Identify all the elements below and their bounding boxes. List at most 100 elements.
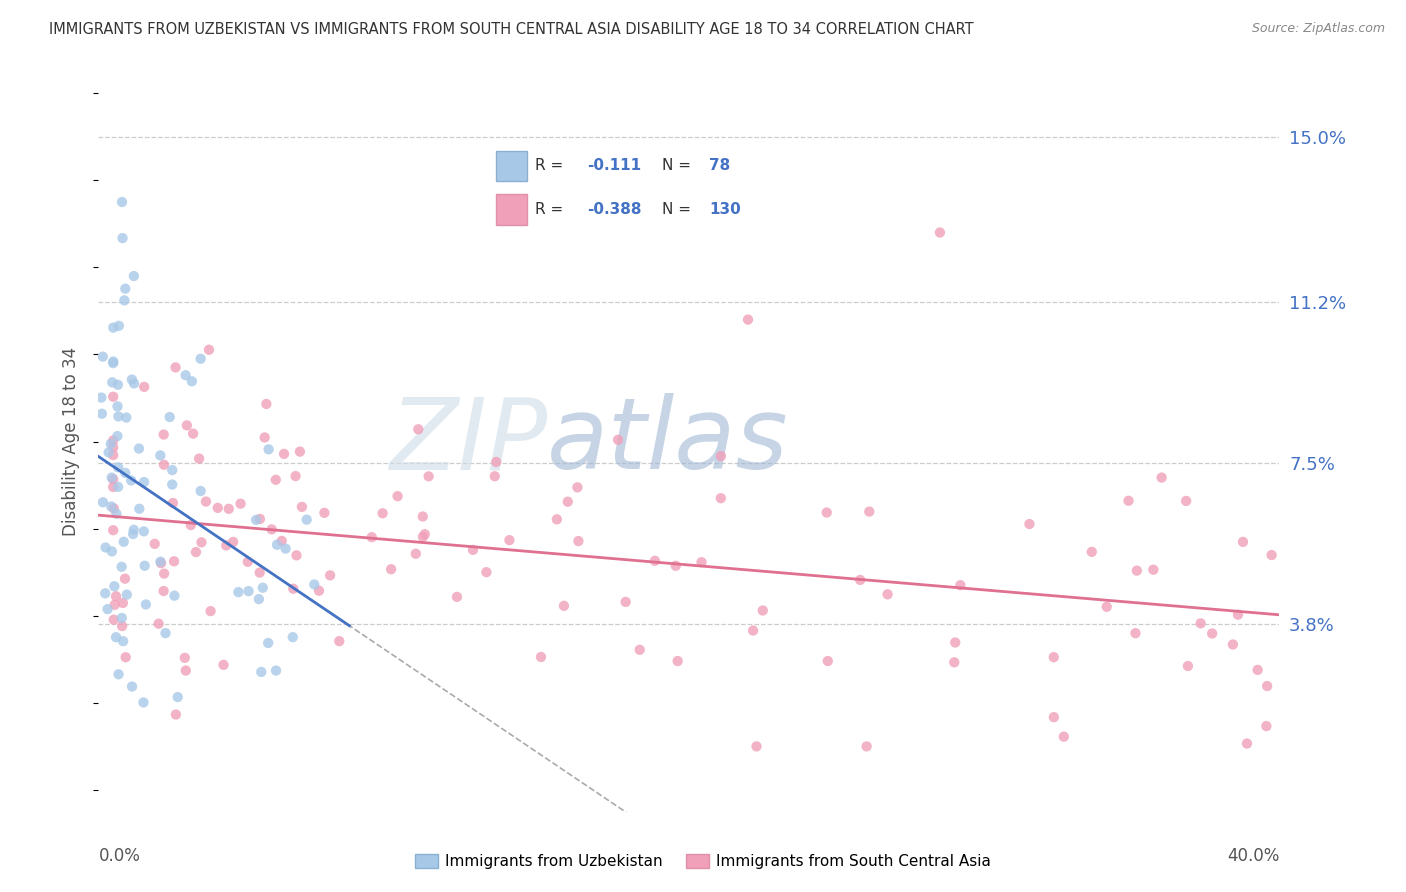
Text: 0.0%: 0.0%	[98, 847, 141, 864]
Point	[1118, 493, 1140, 508]
Point	[607, 433, 630, 447]
Point	[108, 318, 131, 333]
Point	[153, 458, 176, 472]
Point	[228, 585, 250, 599]
Point	[105, 630, 128, 644]
Y-axis label: Disability Age 18 to 34: Disability Age 18 to 34	[62, 347, 80, 536]
Point	[91, 495, 114, 509]
Point	[557, 494, 579, 508]
Point	[284, 469, 307, 483]
Point	[498, 533, 520, 548]
Point	[266, 538, 288, 552]
Point	[665, 558, 688, 573]
Point	[943, 635, 966, 649]
Point	[1177, 659, 1199, 673]
Point	[1053, 730, 1076, 744]
Point	[314, 506, 336, 520]
Point	[710, 491, 733, 506]
Point	[105, 589, 128, 603]
Point	[90, 407, 112, 421]
Point	[159, 410, 181, 425]
Point	[97, 445, 120, 459]
Point	[1256, 719, 1278, 733]
Point	[103, 390, 125, 404]
Point	[1043, 710, 1066, 724]
Point	[207, 500, 229, 515]
Point	[710, 449, 733, 463]
Point	[238, 584, 260, 599]
Point	[815, 506, 838, 520]
Point	[150, 556, 173, 570]
Point	[103, 354, 125, 368]
Point	[1142, 563, 1164, 577]
Point	[949, 578, 972, 592]
Point	[1222, 638, 1244, 652]
Point	[181, 426, 204, 441]
Point	[247, 592, 270, 607]
Point	[249, 512, 271, 526]
Point	[412, 530, 434, 544]
Point	[152, 584, 174, 599]
Point	[111, 596, 134, 610]
Point	[111, 611, 134, 625]
Point	[134, 380, 156, 394]
Point	[229, 497, 252, 511]
Point	[122, 268, 145, 283]
Point	[114, 572, 136, 586]
Point	[446, 590, 468, 604]
Point	[285, 549, 308, 563]
Point	[190, 535, 212, 549]
Point	[1201, 626, 1223, 640]
Point	[1081, 545, 1104, 559]
Point	[103, 523, 125, 537]
Point	[291, 500, 314, 514]
Point	[135, 598, 157, 612]
Point	[254, 397, 277, 411]
Point	[1236, 737, 1258, 751]
Point	[122, 527, 145, 541]
Point	[100, 500, 122, 514]
Point	[128, 501, 150, 516]
Legend: Immigrants from Uzbekistan, Immigrants from South Central Asia: Immigrants from Uzbekistan, Immigrants f…	[409, 848, 997, 875]
Point	[274, 541, 297, 556]
Point	[943, 655, 966, 669]
Point	[742, 624, 765, 638]
Point	[405, 547, 427, 561]
Point	[107, 377, 129, 392]
Point	[103, 448, 125, 462]
Point	[281, 630, 304, 644]
Point	[198, 343, 221, 357]
Point	[155, 626, 177, 640]
Point	[614, 595, 637, 609]
Point	[855, 739, 877, 754]
Point	[260, 522, 283, 536]
Point	[174, 368, 197, 383]
Text: 40.0%: 40.0%	[1227, 847, 1279, 864]
Point	[1018, 517, 1040, 532]
Point	[176, 418, 198, 433]
Point	[1256, 679, 1278, 693]
Point	[1232, 534, 1254, 549]
Point	[100, 437, 122, 451]
Point	[134, 558, 156, 573]
Point	[245, 513, 267, 527]
Point	[103, 501, 125, 516]
Text: IMMIGRANTS FROM UZBEKISTAN VS IMMIGRANTS FROM SOUTH CENTRAL ASIA DISABILITY AGE : IMMIGRANTS FROM UZBEKISTAN VS IMMIGRANTS…	[49, 22, 974, 37]
Point	[295, 513, 318, 527]
Point	[546, 512, 568, 526]
Point	[530, 650, 553, 665]
Point	[1260, 548, 1282, 562]
Point	[111, 559, 134, 574]
Point	[194, 494, 217, 508]
Point	[103, 320, 125, 334]
Point	[149, 555, 172, 569]
Point	[222, 535, 245, 549]
Point	[408, 422, 430, 436]
Point	[929, 226, 952, 240]
Point	[132, 696, 155, 710]
Point	[111, 194, 134, 209]
Point	[200, 604, 222, 618]
Point	[184, 545, 207, 559]
Point	[1125, 626, 1147, 640]
Point	[143, 537, 166, 551]
